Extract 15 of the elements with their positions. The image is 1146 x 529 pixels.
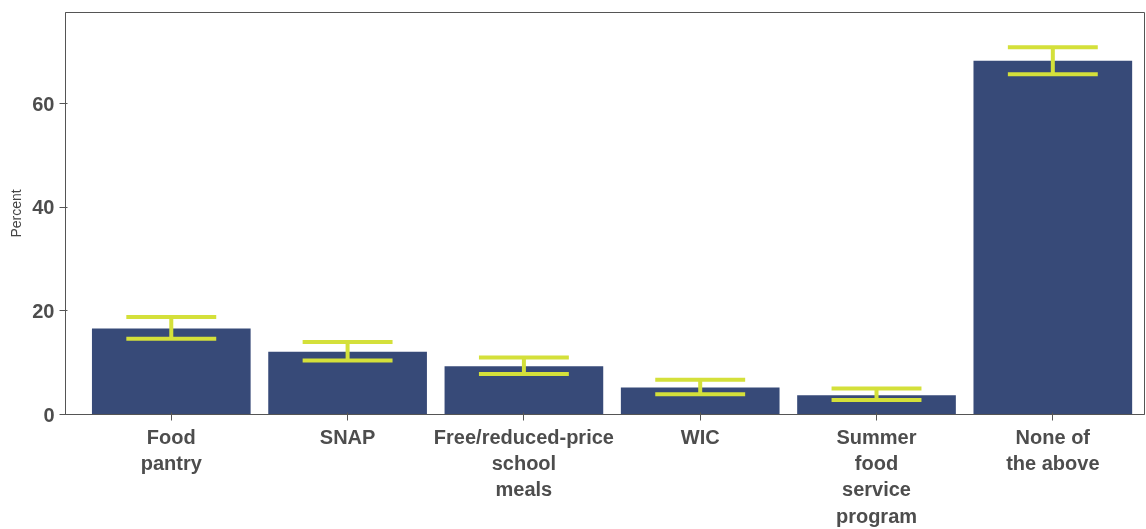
bar — [973, 60, 1133, 415]
y-tick-label: 0 — [43, 403, 55, 426]
y-tick-label: 20 — [32, 299, 55, 322]
y-axis-title: Percent — [8, 189, 25, 238]
x-tick-label: SNAP — [319, 425, 376, 448]
bar — [268, 351, 427, 415]
x-tick-label: Summer food service program — [835, 425, 918, 527]
x-tick-label: WIC — [680, 425, 720, 448]
y-tick-label: 60 — [32, 92, 55, 115]
bar — [91, 328, 251, 415]
x-tick-label: None of the above — [1006, 425, 1100, 474]
x-tick-label: Free/reduced-price school meals — [433, 425, 614, 501]
y-tick-label: 40 — [32, 196, 55, 219]
x-tick-label: Food pantry — [140, 425, 203, 474]
bar — [444, 366, 604, 415]
